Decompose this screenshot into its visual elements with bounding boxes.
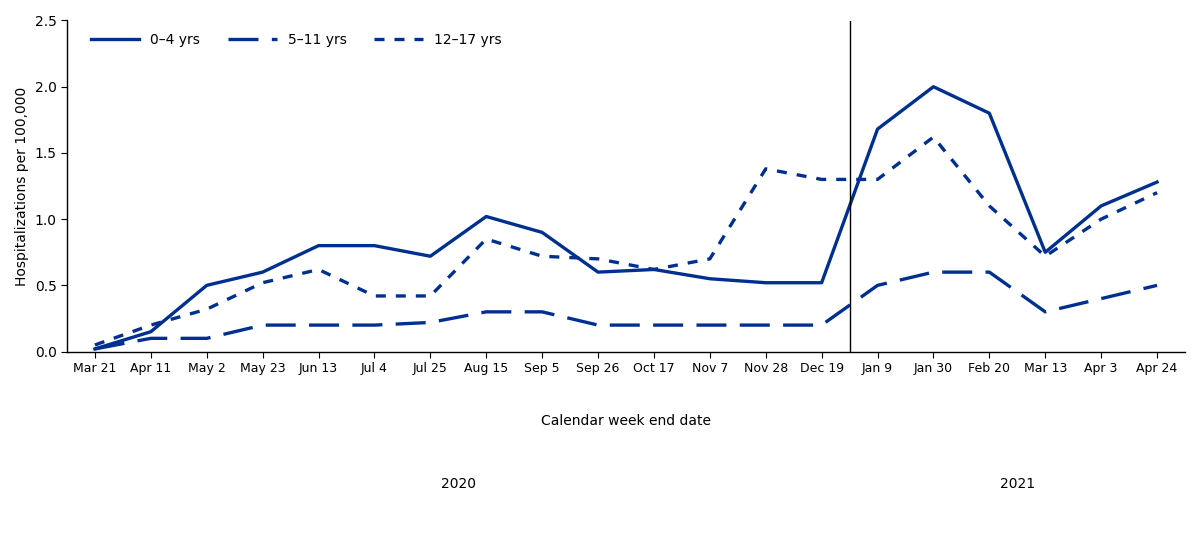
5–11 yrs <box>815 322 829 328</box>
0–4 yrs <box>982 110 996 116</box>
0–4 yrs <box>647 266 661 273</box>
5–11 yrs <box>1038 309 1052 315</box>
5–11 yrs <box>144 335 158 342</box>
0–4 yrs <box>1094 203 1109 209</box>
0–4 yrs <box>256 269 270 275</box>
12–17 yrs <box>256 279 270 286</box>
5–11 yrs <box>479 309 493 315</box>
12–17 yrs <box>926 134 941 140</box>
0–4 yrs <box>199 282 214 288</box>
5–11 yrs <box>870 282 884 288</box>
12–17 yrs <box>1150 189 1164 196</box>
5–11 yrs <box>424 319 438 325</box>
12–17 yrs <box>703 256 718 262</box>
12–17 yrs <box>144 322 158 328</box>
12–17 yrs <box>815 176 829 182</box>
Legend: 0–4 yrs, 5–11 yrs, 12–17 yrs: 0–4 yrs, 5–11 yrs, 12–17 yrs <box>85 27 508 53</box>
0–4 yrs <box>1150 179 1164 185</box>
12–17 yrs <box>479 236 493 242</box>
5–11 yrs <box>535 309 550 315</box>
12–17 yrs <box>311 266 325 273</box>
0–4 yrs <box>311 243 325 249</box>
12–17 yrs <box>590 256 605 262</box>
Line: 12–17 yrs: 12–17 yrs <box>95 137 1157 345</box>
5–11 yrs <box>703 322 718 328</box>
12–17 yrs <box>88 342 102 348</box>
5–11 yrs <box>1150 282 1164 288</box>
5–11 yrs <box>647 322 661 328</box>
12–17 yrs <box>982 203 996 209</box>
5–11 yrs <box>367 322 382 328</box>
Text: 2021: 2021 <box>1000 477 1034 491</box>
12–17 yrs <box>199 306 214 313</box>
0–4 yrs <box>703 275 718 282</box>
12–17 yrs <box>367 293 382 299</box>
0–4 yrs <box>815 279 829 286</box>
5–11 yrs <box>590 322 605 328</box>
12–17 yrs <box>758 166 773 172</box>
0–4 yrs <box>590 269 605 275</box>
12–17 yrs <box>870 176 884 182</box>
12–17 yrs <box>535 253 550 259</box>
Text: 2020: 2020 <box>440 477 475 491</box>
5–11 yrs <box>982 269 996 275</box>
5–11 yrs <box>256 322 270 328</box>
5–11 yrs <box>758 322 773 328</box>
5–11 yrs <box>926 269 941 275</box>
0–4 yrs <box>535 229 550 236</box>
Line: 5–11 yrs: 5–11 yrs <box>95 272 1157 349</box>
X-axis label: Calendar week end date: Calendar week end date <box>541 414 710 428</box>
0–4 yrs <box>870 126 884 132</box>
12–17 yrs <box>1094 216 1109 222</box>
5–11 yrs <box>199 335 214 342</box>
0–4 yrs <box>367 243 382 249</box>
5–11 yrs <box>311 322 325 328</box>
12–17 yrs <box>1038 253 1052 259</box>
Y-axis label: Hospitalizations per 100,000: Hospitalizations per 100,000 <box>14 87 29 286</box>
0–4 yrs <box>144 329 158 335</box>
Line: 0–4 yrs: 0–4 yrs <box>95 87 1157 349</box>
0–4 yrs <box>88 346 102 352</box>
5–11 yrs <box>1094 295 1109 302</box>
0–4 yrs <box>758 279 773 286</box>
0–4 yrs <box>1038 249 1052 256</box>
12–17 yrs <box>424 293 438 299</box>
0–4 yrs <box>424 253 438 259</box>
0–4 yrs <box>479 213 493 220</box>
12–17 yrs <box>647 266 661 273</box>
5–11 yrs <box>88 346 102 352</box>
0–4 yrs <box>926 83 941 90</box>
